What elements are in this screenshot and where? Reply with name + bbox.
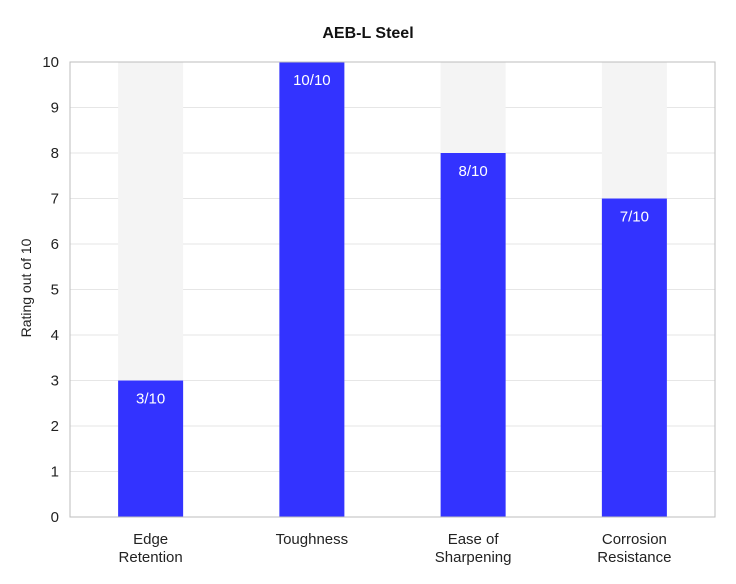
y-tick-label: 2	[51, 418, 59, 435]
x-category-label-line: Edge	[133, 531, 168, 548]
bar	[279, 62, 345, 517]
data-labels: 3/10 10/10 8/10 7/10	[136, 72, 649, 408]
x-category-label: Corrosion Resistance	[597, 531, 671, 566]
y-tick-label: 1	[51, 464, 59, 481]
bar-value-label: 7/10	[620, 209, 649, 226]
x-category-label-line: Ease of	[448, 531, 500, 548]
x-category-label-line: Sharpening	[435, 549, 512, 566]
x-category-label-line: Resistance	[597, 549, 671, 566]
x-category-label: Edge Retention	[119, 531, 183, 566]
bar	[601, 198, 667, 517]
x-category-label-line: Retention	[119, 549, 183, 566]
y-tick-label: 5	[51, 282, 59, 299]
y-tick-label: 3	[51, 373, 59, 390]
x-axis-categories: Edge Retention Toughness Ease of Sharpening C…	[119, 531, 672, 566]
chart-title: AEB-L Steel	[322, 25, 413, 42]
y-axis-ticks: 0 1 2 3 4 5 6 7 8 9 10	[42, 54, 59, 526]
x-category-label-line: Corrosion	[602, 531, 667, 548]
x-category-label-line: Toughness	[276, 531, 349, 548]
bar	[440, 153, 506, 517]
x-category-label: Toughness	[276, 531, 349, 548]
plot-frame	[69, 61, 716, 518]
bar-value-label: 8/10	[459, 163, 488, 180]
bar-value-label: 10/10	[293, 72, 331, 89]
y-tick-label: 4	[51, 327, 59, 344]
bars	[118, 62, 667, 517]
y-tick-label: 6	[51, 236, 59, 253]
y-tick-label: 0	[51, 509, 59, 526]
y-tick-label: 8	[51, 145, 59, 162]
bar-value-label: 3/10	[136, 391, 165, 408]
y-tick-label: 7	[51, 191, 59, 208]
bar	[118, 380, 184, 517]
y-tick-label: 9	[51, 100, 59, 117]
y-tick-label: 10	[42, 54, 59, 71]
y-axis-label: Rating out of 10	[18, 238, 34, 337]
x-category-label: Ease of Sharpening	[435, 531, 512, 566]
